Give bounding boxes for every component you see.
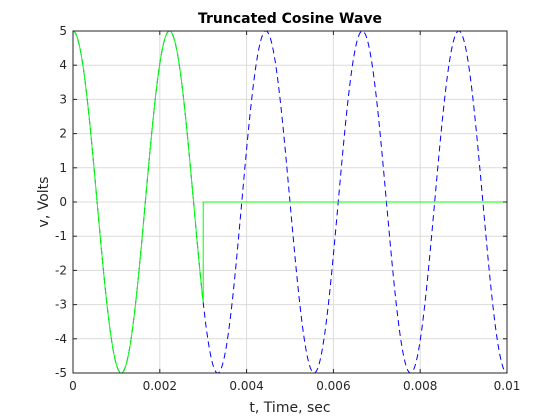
x-tick-label: 0.01 [494,379,521,393]
y-tick-label: -5 [55,366,67,380]
y-tick-label: -2 [55,263,67,277]
y-tick-label: 2 [59,127,67,141]
y-tick-label: 4 [59,58,67,72]
y-axis-label: v, Volts [36,177,52,228]
y-tick-label: 3 [59,92,67,106]
y-tick-label: -4 [55,332,67,346]
x-axis-label: t, Time, sec [249,400,330,416]
x-tick-label: 0.008 [403,379,437,393]
x-tick-label: 0.006 [316,379,350,393]
x-tick-label: 0 [69,379,77,393]
x-tick-label: 0.002 [143,379,177,393]
plot-series [72,30,508,374]
series-line-solid [72,30,507,374]
y-tick-label: -3 [55,298,67,312]
y-tick-label: 5 [59,24,67,38]
x-tick-label: 0.004 [229,379,263,393]
chart-title: Truncated Cosine Wave [198,11,382,27]
ticks: 0 0.002 0.004 0.006 0.008 0.01 -5 -4 -3 -2 -1 0 1 2 3 4… [55,24,520,393]
y-tick-label: 0 [59,195,67,209]
y-tick-label: -1 [55,229,67,243]
y-tick-label: 1 [59,161,67,175]
